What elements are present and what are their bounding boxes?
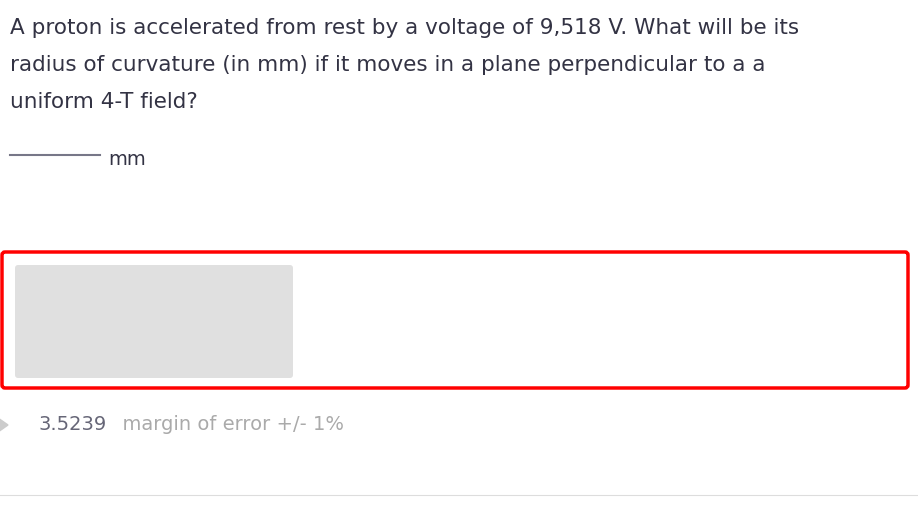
FancyBboxPatch shape [2, 252, 908, 388]
Text: radius of curvature (in mm) if it moves in a plane perpendicular to a a: radius of curvature (in mm) if it moves … [10, 55, 766, 75]
Polygon shape [0, 419, 8, 431]
Text: A proton is accelerated from rest by a voltage of 9,518 V. What will be its: A proton is accelerated from rest by a v… [10, 18, 800, 38]
Text: uniform 4-T field?: uniform 4-T field? [10, 92, 197, 112]
Text: margin of error +/- 1%: margin of error +/- 1% [110, 415, 344, 434]
Text: 3.5239: 3.5239 [38, 415, 106, 434]
FancyBboxPatch shape [15, 265, 293, 378]
Text: mm: mm [108, 150, 146, 169]
